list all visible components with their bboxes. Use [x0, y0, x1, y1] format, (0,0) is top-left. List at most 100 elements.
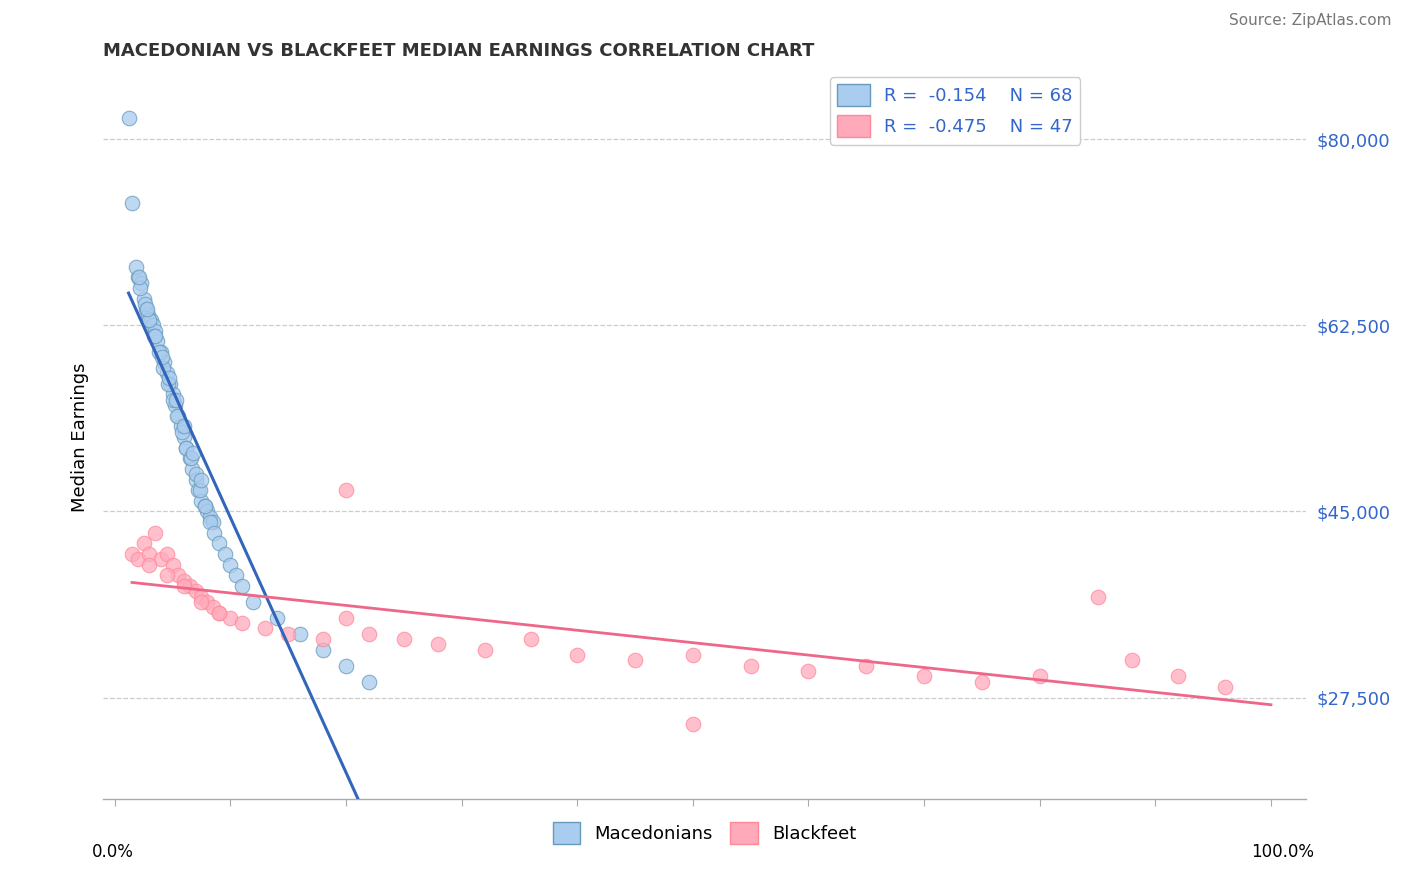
Point — [181, 462, 204, 476]
Point — [159, 376, 181, 391]
Point — [165, 392, 187, 407]
Point — [179, 451, 201, 466]
Point — [225, 568, 247, 582]
Point — [173, 430, 195, 444]
Point — [127, 270, 149, 285]
Point — [194, 499, 217, 513]
Point — [142, 318, 165, 333]
Point — [170, 425, 193, 439]
Point — [231, 616, 253, 631]
Point — [188, 483, 211, 497]
Point — [162, 387, 184, 401]
Point — [136, 308, 159, 322]
Legend: R =  -0.154    N = 68, R =  -0.475    N = 47: R = -0.154 N = 68, R = -0.475 N = 47 — [830, 77, 1080, 145]
Point — [121, 547, 143, 561]
Point — [129, 276, 152, 290]
Point — [214, 547, 236, 561]
Point — [190, 595, 212, 609]
Point — [166, 409, 188, 423]
Point — [167, 409, 190, 423]
Y-axis label: Median Earnings: Median Earnings — [72, 362, 89, 512]
Point — [624, 653, 647, 667]
Point — [195, 504, 218, 518]
Point — [181, 446, 204, 460]
Point — [121, 195, 143, 210]
Point — [201, 600, 224, 615]
Point — [184, 473, 207, 487]
Point — [198, 509, 221, 524]
Point — [190, 590, 212, 604]
Point — [135, 302, 157, 317]
Point — [219, 558, 242, 572]
Point — [682, 717, 704, 731]
Point — [335, 658, 357, 673]
Point — [357, 627, 380, 641]
Point — [127, 552, 149, 566]
Point — [855, 658, 877, 673]
Text: Source: ZipAtlas.com: Source: ZipAtlas.com — [1229, 13, 1392, 29]
Point — [190, 493, 212, 508]
Text: 100.0%: 100.0% — [1251, 843, 1315, 861]
Point — [132, 536, 155, 550]
Point — [173, 579, 195, 593]
Point — [231, 579, 253, 593]
Point — [208, 536, 231, 550]
Point — [136, 302, 159, 317]
Point — [180, 451, 202, 466]
Point — [253, 622, 276, 636]
Point — [277, 627, 299, 641]
Point — [1087, 590, 1109, 604]
Point — [288, 627, 311, 641]
Point — [167, 568, 190, 582]
Point — [143, 329, 166, 343]
Point — [156, 568, 179, 582]
Point — [184, 467, 207, 482]
Point — [202, 525, 225, 540]
Point — [156, 376, 179, 391]
Point — [195, 595, 218, 609]
Point — [208, 606, 231, 620]
Point — [187, 483, 209, 497]
Point — [1028, 669, 1050, 683]
Point — [153, 355, 176, 369]
Point — [152, 360, 174, 375]
Point — [139, 313, 162, 327]
Point — [474, 642, 496, 657]
Point — [970, 674, 993, 689]
Point — [357, 674, 380, 689]
Point — [208, 606, 231, 620]
Point — [173, 419, 195, 434]
Point — [134, 297, 156, 311]
Text: 0.0%: 0.0% — [91, 843, 134, 861]
Point — [150, 350, 173, 364]
Point — [148, 344, 170, 359]
Point — [740, 658, 762, 673]
Point — [194, 499, 217, 513]
Point — [176, 441, 198, 455]
Point — [312, 642, 335, 657]
Point — [427, 637, 450, 651]
Point — [198, 515, 221, 529]
Point — [132, 292, 155, 306]
Point — [242, 595, 264, 609]
Point — [163, 398, 186, 412]
Point — [173, 574, 195, 588]
Point — [184, 584, 207, 599]
Point — [162, 392, 184, 407]
Text: MACEDONIAN VS BLACKFEET MEDIAN EARNINGS CORRELATION CHART: MACEDONIAN VS BLACKFEET MEDIAN EARNINGS … — [103, 42, 814, 60]
Point — [201, 515, 224, 529]
Point — [1213, 680, 1236, 694]
Point — [156, 366, 179, 380]
Point — [117, 111, 139, 125]
Point — [128, 270, 150, 285]
Point — [124, 260, 146, 274]
Point — [149, 344, 172, 359]
Point — [179, 579, 201, 593]
Point — [1167, 669, 1189, 683]
Point — [1121, 653, 1143, 667]
Point — [157, 371, 180, 385]
Point — [266, 611, 288, 625]
Point — [335, 611, 357, 625]
Point — [567, 648, 589, 662]
Point — [176, 441, 198, 455]
